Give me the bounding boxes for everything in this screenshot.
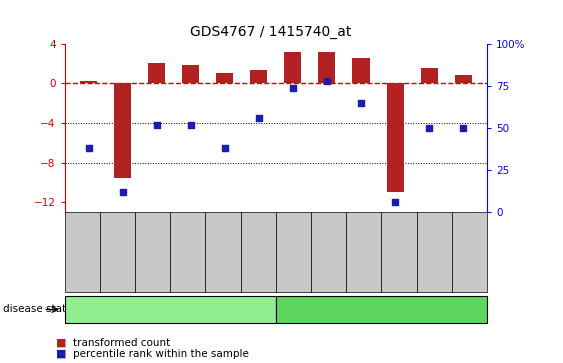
Bar: [352, 58, 369, 83]
Point: [323, 78, 332, 84]
Point: [254, 115, 263, 121]
Point: [186, 122, 195, 128]
Text: healthy: healthy: [149, 305, 191, 314]
Text: GSM1159940: GSM1159940: [220, 228, 226, 277]
Text: GSM1159945: GSM1159945: [396, 228, 402, 277]
Bar: [455, 76, 472, 83]
Bar: [216, 73, 233, 83]
Text: GSM1159942: GSM1159942: [291, 228, 297, 277]
Text: GSM1159939: GSM1159939: [185, 228, 191, 277]
Point: [425, 125, 434, 131]
Point: [220, 145, 229, 151]
Point: [288, 85, 297, 91]
Bar: [421, 68, 437, 83]
Text: pancreatic tumor: pancreatic tumor: [333, 305, 430, 314]
Bar: [387, 83, 404, 192]
Bar: [182, 65, 199, 83]
Bar: [251, 70, 267, 83]
Text: GSM1159937: GSM1159937: [114, 228, 120, 277]
Text: GSM1159946: GSM1159946: [431, 228, 437, 277]
Text: GSM1159941: GSM1159941: [255, 228, 261, 277]
Point: [152, 122, 161, 128]
Bar: [284, 52, 301, 83]
Text: ■: ■: [56, 338, 67, 348]
Text: percentile rank within the sample: percentile rank within the sample: [73, 349, 249, 359]
Text: GSM1159936: GSM1159936: [79, 228, 86, 277]
Text: GSM1159943: GSM1159943: [325, 228, 332, 277]
Bar: [114, 83, 131, 178]
Point: [84, 145, 93, 151]
Point: [391, 200, 400, 205]
Text: disease state: disease state: [3, 305, 72, 314]
Bar: [80, 81, 97, 83]
Point: [118, 189, 127, 195]
Bar: [319, 52, 336, 83]
Text: ■: ■: [56, 349, 67, 359]
Text: GSM1159938: GSM1159938: [150, 228, 156, 277]
Text: transformed count: transformed count: [73, 338, 171, 348]
Text: GDS4767 / 1415740_at: GDS4767 / 1415740_at: [190, 25, 351, 40]
Text: GSM1159947: GSM1159947: [466, 228, 472, 277]
Text: GSM1159944: GSM1159944: [361, 228, 367, 277]
Point: [459, 125, 468, 131]
Point: [356, 100, 365, 106]
Bar: [148, 64, 165, 83]
